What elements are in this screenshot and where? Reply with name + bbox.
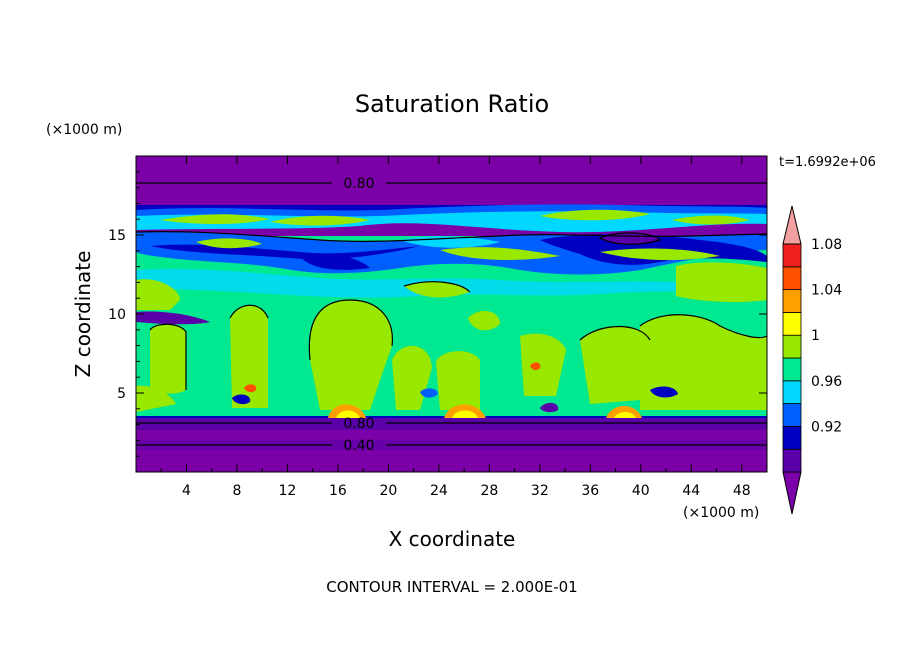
colorbar-bin xyxy=(782,448,802,473)
x-tick-label: 28 xyxy=(480,483,498,499)
contour-interval-label: CONTOUR INTERVAL = 2.000E-01 xyxy=(326,578,577,596)
colorbar-bin xyxy=(782,380,802,404)
colorbar-bin xyxy=(782,205,802,245)
y-tick-label: 10 xyxy=(108,307,126,323)
contour-labels: 0.80 0.80 0.40 xyxy=(343,176,374,454)
contour-label: 0.40 xyxy=(343,438,374,454)
colorbar-label: 1.08 xyxy=(811,237,842,253)
x-tick-label: 40 xyxy=(632,483,650,499)
colorbar-bin xyxy=(782,243,802,268)
y-unit-label: (×1000 m) xyxy=(46,122,122,138)
x-tick-label: 20 xyxy=(379,483,397,499)
x-tick-label: 16 xyxy=(329,483,347,499)
x-tick-label: 48 xyxy=(733,483,751,499)
colorbar-bin xyxy=(782,471,802,515)
colorbar-label: 0.96 xyxy=(811,374,842,390)
colorbar-label: 1 xyxy=(811,328,820,344)
colorbar-label: 1.04 xyxy=(811,283,842,299)
colorbar-bin xyxy=(782,289,802,313)
x-tick-label: 32 xyxy=(531,483,549,499)
colorbar-label: 0.92 xyxy=(811,419,842,435)
colorbar-bin xyxy=(782,425,802,450)
contour-label: 0.80 xyxy=(343,416,374,432)
x-tick-label: 8 xyxy=(232,483,241,499)
y-tick-label: 15 xyxy=(108,228,126,244)
colorbar-bin xyxy=(782,311,802,336)
time-label: t=1.6992e+06 xyxy=(779,155,876,170)
x-unit-label: (×1000 m) xyxy=(683,505,759,521)
contour-field xyxy=(136,156,767,472)
x-tick-label: 44 xyxy=(682,483,700,499)
colorbar-bin xyxy=(782,357,802,382)
contour-label: 0.80 xyxy=(343,176,374,192)
y-axis: 5 10 15 xyxy=(108,171,767,457)
x-tick-label: 12 xyxy=(279,483,297,499)
x-tick-label: 24 xyxy=(430,483,448,499)
x-tick-label: 4 xyxy=(182,483,191,499)
x-axis-title: X coordinate xyxy=(389,527,516,551)
x-axis: 4 8 12 16 20 24 28 32 36 40 44 48 xyxy=(160,156,751,499)
y-axis-title: Z coordinate xyxy=(71,251,95,378)
x-tick-label: 36 xyxy=(581,483,599,499)
chart-title: Saturation Ratio xyxy=(355,90,549,118)
colorbar: 0.92 0.96 1 1.04 1.08 xyxy=(782,205,842,515)
y-tick-label: 5 xyxy=(117,386,126,402)
colorbar-bin xyxy=(782,403,802,427)
colorbar-bin xyxy=(782,266,802,290)
colorbar-bin xyxy=(782,334,802,359)
